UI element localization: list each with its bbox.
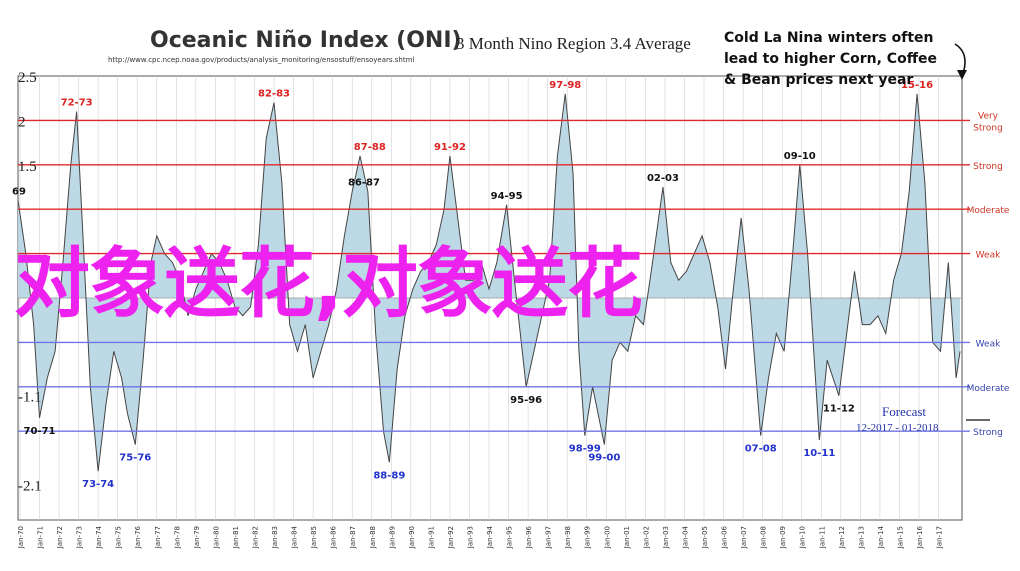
event-label: 02-03 bbox=[647, 173, 679, 184]
event-label: 73-74 bbox=[82, 479, 114, 490]
x-tick-label: Jan-83 bbox=[271, 526, 279, 549]
x-tick-label: Jan-14 bbox=[877, 525, 885, 549]
oni-area bbox=[18, 93, 961, 472]
forecast-range: 12-2017 - 01-2018 bbox=[856, 422, 939, 434]
x-tick-label: Jan-15 bbox=[896, 526, 904, 549]
threshold-label: Strong bbox=[973, 123, 1003, 133]
x-tick-label: Jan-11 bbox=[818, 526, 826, 549]
event-label: 07-08 bbox=[745, 444, 777, 455]
x-tick-label: Jan-99 bbox=[584, 526, 592, 549]
x-tick-label: Jan-72 bbox=[56, 526, 64, 549]
x-tick-label: Jan-04 bbox=[681, 525, 689, 549]
y-tick-label: 2.5 bbox=[18, 70, 37, 86]
x-tick-label: Jan-90 bbox=[408, 526, 416, 549]
x-tick-label: Jan-87 bbox=[349, 526, 357, 549]
event-label: 69 bbox=[12, 186, 26, 197]
y-tick-label: 1.5 bbox=[18, 159, 37, 175]
threshold-label: Strong bbox=[973, 428, 1003, 438]
x-tick-label: Jan-94 bbox=[486, 525, 494, 549]
x-tick-label: Jan-77 bbox=[154, 526, 162, 549]
x-tick-label: Jan-05 bbox=[701, 526, 709, 549]
event-label: 15-16 bbox=[901, 80, 933, 91]
x-tick-label: Jan-88 bbox=[369, 526, 377, 549]
x-tick-label: Jan-00 bbox=[603, 526, 611, 549]
chart-subtitle: 3 Month Nino Region 3.4 Average bbox=[456, 34, 691, 53]
event-label: 70-71 bbox=[24, 426, 56, 437]
threshold-label: Very bbox=[978, 111, 999, 121]
forecast-label: Forecast bbox=[882, 404, 927, 419]
event-label: 82-83 bbox=[258, 89, 290, 100]
x-tick-label: Jan-96 bbox=[525, 525, 533, 549]
threshold-label: Strong bbox=[973, 162, 1003, 172]
x-tick-label: Jan-16 bbox=[916, 525, 924, 549]
x-tick-label: Jan-95 bbox=[506, 526, 514, 549]
event-label: 95-96 bbox=[510, 395, 542, 406]
x-tick-label: Jan-93 bbox=[466, 526, 474, 549]
event-label: 99-00 bbox=[588, 453, 620, 464]
y-tick-label: -2.1 bbox=[18, 478, 42, 494]
event-label: 91-92 bbox=[434, 142, 466, 153]
x-tick-label: Jan-82 bbox=[251, 526, 259, 549]
x-tick-label: Jan-76 bbox=[134, 525, 142, 549]
y-tick-label: 2 bbox=[18, 114, 26, 130]
x-tick-label: Jan-92 bbox=[447, 526, 455, 549]
x-tick-label: Jan-78 bbox=[173, 526, 181, 549]
event-label: 72-73 bbox=[61, 98, 93, 109]
event-label: 98-99 bbox=[569, 444, 601, 455]
x-tick-label: Jan-10 bbox=[799, 526, 807, 549]
x-tick-label: Jan-98 bbox=[564, 526, 572, 549]
x-tick-label: Jan-71 bbox=[36, 526, 44, 549]
x-tick-label: Jan-75 bbox=[115, 526, 123, 549]
callout-note: Cold La Nina winters often lead to highe… bbox=[724, 28, 937, 91]
event-label: 86-87 bbox=[348, 177, 380, 188]
event-label: 09-10 bbox=[784, 151, 816, 162]
y-tick-label: -1.1 bbox=[18, 390, 42, 406]
x-tick-label: Jan-79 bbox=[193, 526, 201, 549]
callout-line-1: Cold La Nina winters often bbox=[724, 30, 934, 46]
event-label: 87-88 bbox=[354, 142, 386, 153]
x-tick-label: Jan-73 bbox=[76, 526, 84, 549]
callout-line-3: & Bean prices next year bbox=[724, 72, 914, 88]
x-tick-label: Jan-06 bbox=[721, 525, 729, 549]
x-tick-label: Jan-08 bbox=[760, 526, 768, 549]
x-tick-label: Jan-80 bbox=[212, 526, 220, 549]
event-label: 94-95 bbox=[491, 191, 523, 202]
callout-arrowhead bbox=[957, 70, 967, 80]
x-tick-label: Jan-86 bbox=[330, 525, 338, 549]
x-tick-label: Jan-09 bbox=[779, 526, 787, 549]
event-label: 11-12 bbox=[823, 404, 855, 415]
source-url: http://www.cpc.ncep.noaa.gov/products/an… bbox=[108, 56, 415, 64]
x-tick-label: Jan-02 bbox=[642, 526, 650, 549]
chart-title: Oceanic Niño Index (ONI) bbox=[150, 28, 462, 53]
x-tick-label: Jan-84 bbox=[291, 525, 299, 549]
event-label: 97-98 bbox=[549, 80, 581, 91]
threshold-label: Moderate bbox=[967, 384, 1010, 394]
x-tick-label: Jan-89 bbox=[388, 526, 396, 549]
callout-line-2: lead to higher Corn, Coffee bbox=[724, 51, 938, 67]
threshold-label: Moderate bbox=[967, 206, 1010, 216]
x-tick-label: Jan-12 bbox=[838, 526, 846, 549]
x-tick-label: Jan-97 bbox=[545, 526, 553, 549]
event-label: 10-11 bbox=[803, 448, 835, 459]
x-tick-label: Jan-81 bbox=[232, 526, 240, 549]
event-label: 88-89 bbox=[373, 470, 405, 481]
threshold-label: Weak bbox=[976, 339, 1001, 349]
x-tick-label: Jan-07 bbox=[740, 526, 748, 549]
watermark-overlay: 对象送花,对象送花 bbox=[14, 239, 643, 328]
threshold-label: Weak bbox=[976, 251, 1001, 261]
x-tick-label: Jan-03 bbox=[662, 526, 670, 549]
x-tick-label: Jan-70 bbox=[17, 526, 25, 549]
event-label: 75-76 bbox=[119, 453, 151, 464]
x-tick-label: Jan-01 bbox=[623, 526, 631, 549]
x-tick-label: Jan-74 bbox=[95, 525, 103, 549]
x-tick-label: Jan-13 bbox=[857, 526, 865, 549]
x-tick-label: Jan-91 bbox=[427, 526, 435, 549]
x-tick-label: Jan-85 bbox=[310, 526, 318, 549]
x-tick-label: Jan-17 bbox=[936, 526, 944, 549]
